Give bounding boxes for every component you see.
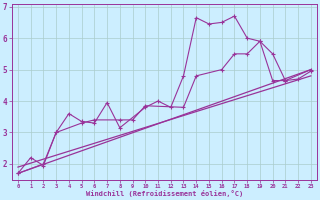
X-axis label: Windchill (Refroidissement éolien,°C): Windchill (Refroidissement éolien,°C) — [86, 190, 243, 197]
